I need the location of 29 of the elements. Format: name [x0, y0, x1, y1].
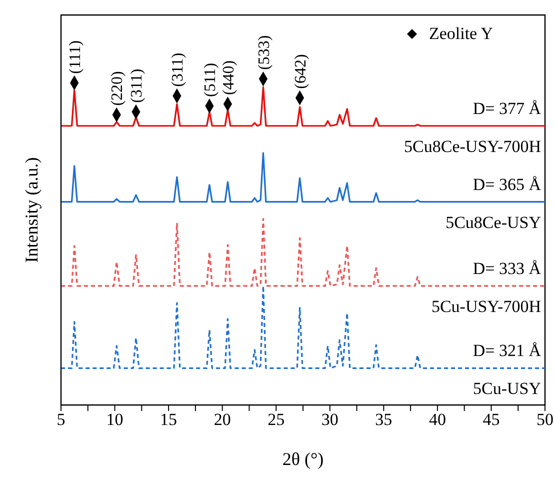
x-tick-label: 25 [268, 410, 285, 430]
annotation: (511) [202, 62, 220, 97]
annotation: D= 321 Å [472, 341, 542, 360]
x-tick-label: 20 [214, 410, 231, 430]
legend-label: Zeolite Y [428, 24, 493, 44]
annotation: 5Cu8Ce-USY [446, 212, 541, 232]
x-tick-label: 50 [536, 410, 554, 430]
annotation: 5Cu-USY-700H [431, 296, 541, 316]
x-tick-label: 5 [56, 410, 66, 430]
annotation: (220) [109, 71, 126, 106]
annotation: (642) [292, 54, 310, 89]
annotation: (111) [66, 40, 84, 74]
x-tick-label: 45 [482, 410, 500, 430]
annotation: (533) [256, 35, 273, 70]
annotation: D= 377 Å [472, 98, 542, 118]
annotation: (311) [128, 68, 146, 103]
annotation: 5Cu8Ce-USY-700H [404, 136, 541, 156]
x-tick-label: 10 [106, 410, 124, 430]
annotation: 5Cu-USY [472, 379, 541, 398]
x-tick-label: 15 [160, 410, 178, 430]
x-tick-label: 35 [375, 410, 392, 430]
x-axis-title: 2θ (°) [282, 449, 324, 469]
annotation: D= 365 Å [472, 174, 542, 194]
x-tick-label: 30 [321, 410, 338, 430]
annotation: (440) [220, 60, 238, 96]
x-tick-label: 40 [428, 410, 446, 430]
y-axis-title: Intensity (a.u.) [21, 157, 42, 263]
annotation: D= 333 Å [472, 258, 542, 278]
annotation: (311) [170, 52, 187, 87]
